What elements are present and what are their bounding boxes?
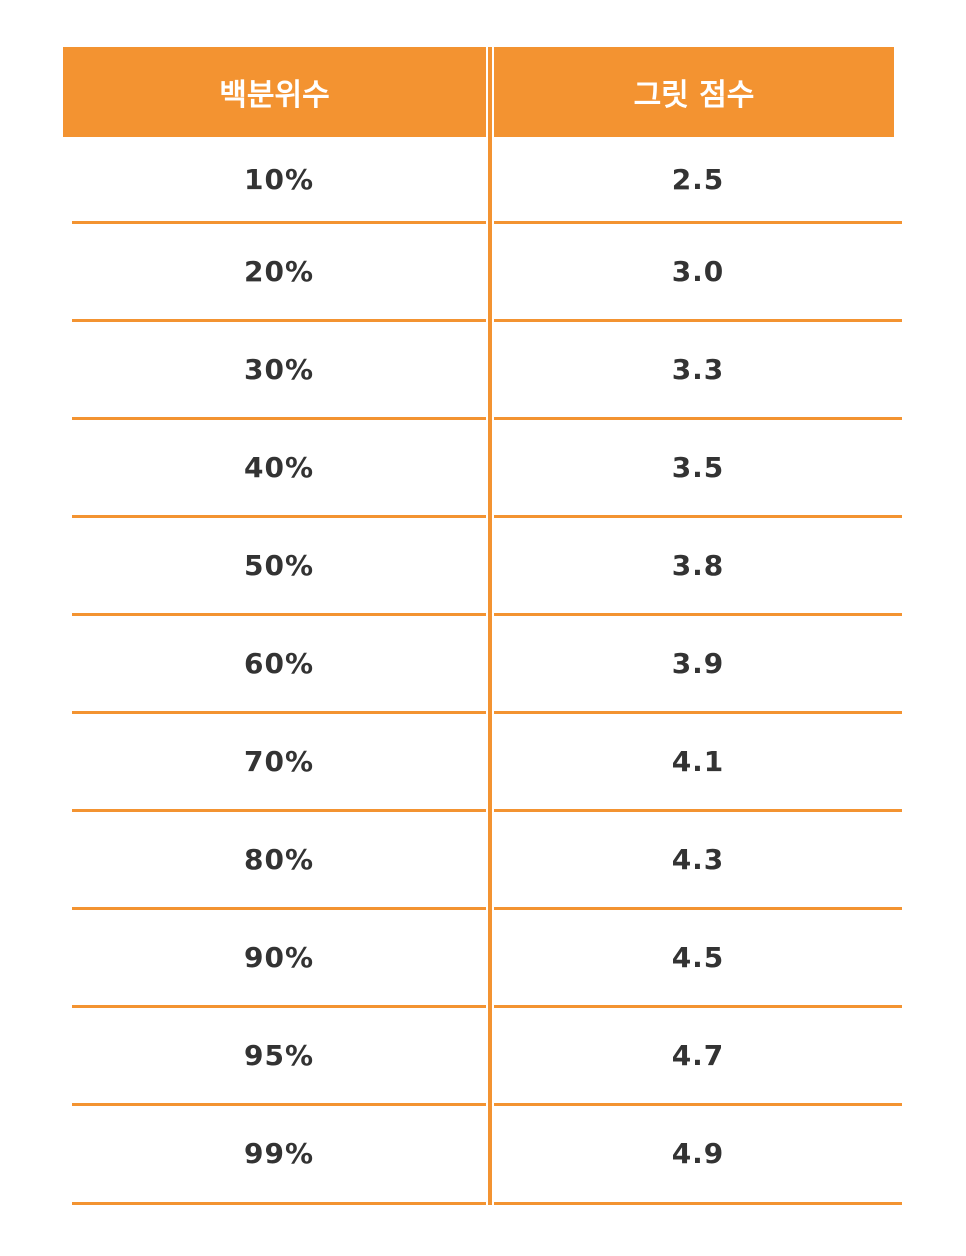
percentile-cell: 70% xyxy=(243,744,315,778)
grit-score-cell: 4.5 xyxy=(671,940,725,974)
row-divider xyxy=(72,319,486,322)
column-divider xyxy=(488,47,492,1205)
row-divider xyxy=(494,1005,902,1008)
grit-score-cell: 3.9 xyxy=(671,646,725,680)
row-divider xyxy=(494,515,902,518)
table-row: 60% 3.9 xyxy=(0,615,966,711)
row-divider xyxy=(72,1202,486,1205)
row-divider xyxy=(72,809,486,812)
table-row: 20% 3.0 xyxy=(0,223,966,319)
percentile-cell: 99% xyxy=(243,1137,315,1170)
row-divider xyxy=(72,711,486,714)
grit-score-cell: 3.8 xyxy=(671,548,725,582)
percentile-cell: 20% xyxy=(243,254,315,288)
row-divider xyxy=(494,417,902,420)
grit-score-cell: 3.5 xyxy=(671,450,725,484)
grit-score-cell: 4.7 xyxy=(671,1038,725,1072)
grit-score-cell: 4.1 xyxy=(671,744,725,778)
percentile-cell: 90% xyxy=(243,940,315,974)
grit-score-cell: 4.3 xyxy=(671,842,725,876)
grit-score-cell: 2.5 xyxy=(671,162,725,196)
row-divider xyxy=(494,1103,902,1106)
row-divider xyxy=(494,221,902,224)
row-divider xyxy=(494,1202,902,1205)
percentile-cell: 40% xyxy=(243,450,315,484)
row-divider xyxy=(72,1005,486,1008)
grit-score-cell: 4.9 xyxy=(671,1137,725,1170)
row-divider xyxy=(72,515,486,518)
percentile-cell: 50% xyxy=(243,548,315,582)
table-row: 40% 3.5 xyxy=(0,419,966,515)
row-divider xyxy=(72,417,486,420)
row-divider xyxy=(72,221,486,224)
row-divider xyxy=(494,809,902,812)
row-divider xyxy=(494,711,902,714)
table-row: 10% 2.5 xyxy=(0,137,966,221)
table-row: 80% 4.3 xyxy=(0,811,966,907)
grit-score-cell: 3.0 xyxy=(671,254,725,288)
row-divider xyxy=(494,613,902,616)
percentile-cell: 10% xyxy=(243,162,315,196)
percentile-cell: 95% xyxy=(243,1038,315,1072)
grit-score-cell: 3.3 xyxy=(671,352,725,386)
percentile-cell: 60% xyxy=(243,646,315,680)
row-divider xyxy=(72,613,486,616)
header-percentile: 백분위수 xyxy=(63,47,486,137)
row-divider xyxy=(494,319,902,322)
percentile-cell: 80% xyxy=(243,842,315,876)
row-divider xyxy=(494,907,902,910)
table-row: 70% 4.1 xyxy=(0,713,966,809)
table-row: 50% 3.8 xyxy=(0,517,966,613)
table-row: 99% 4.9 xyxy=(0,1105,966,1202)
table-row: 95% 4.7 xyxy=(0,1007,966,1103)
row-divider xyxy=(72,1103,486,1106)
table-row: 30% 3.3 xyxy=(0,321,966,417)
row-divider xyxy=(72,907,486,910)
header-grit-score: 그릿 점수 xyxy=(494,47,894,137)
percentile-cell: 30% xyxy=(243,352,315,386)
table-row: 90% 4.5 xyxy=(0,909,966,1005)
